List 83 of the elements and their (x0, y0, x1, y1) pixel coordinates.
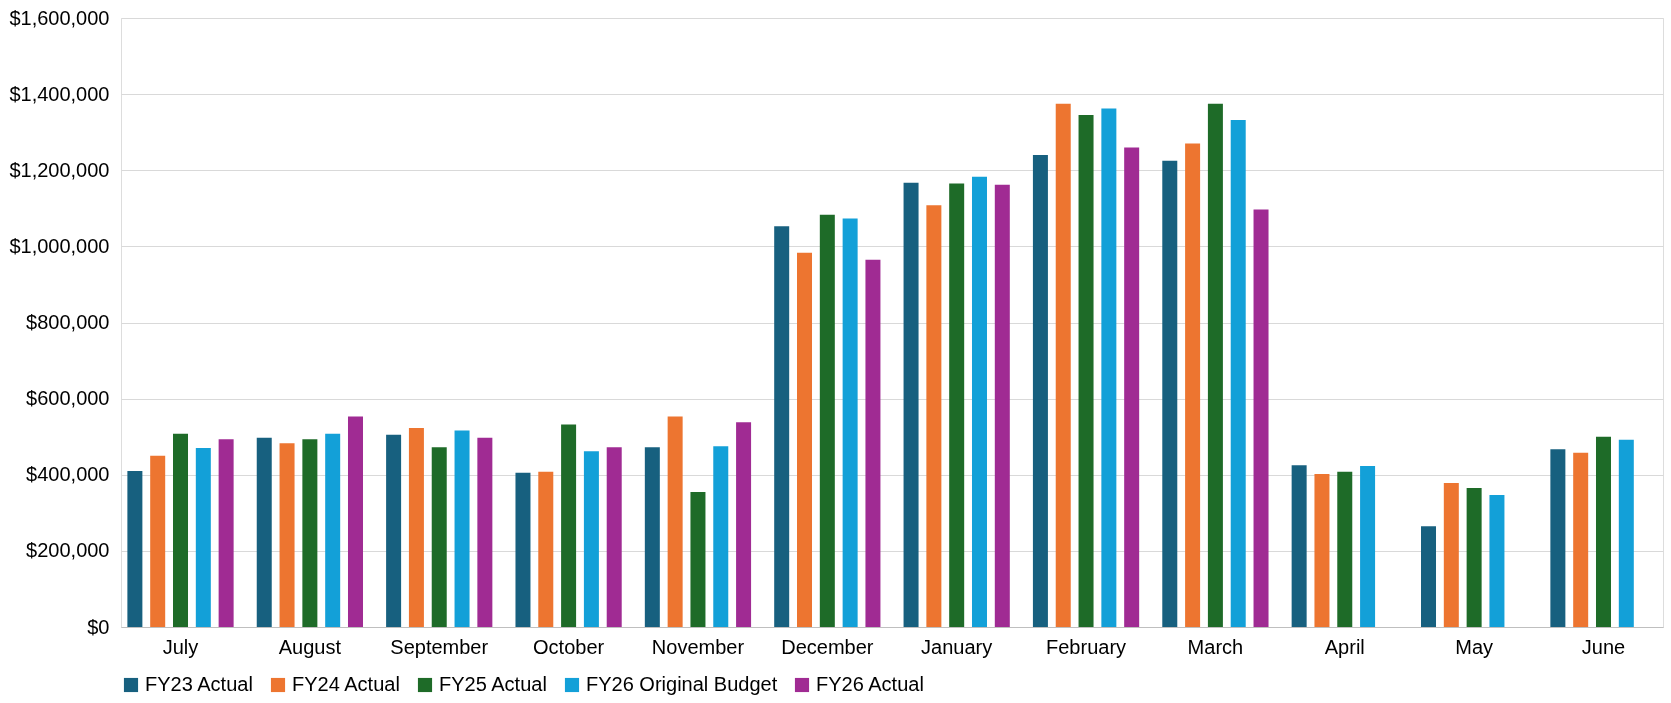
bar (606, 447, 622, 627)
bar (1573, 452, 1589, 627)
bar (667, 416, 683, 627)
bar (926, 205, 942, 627)
bar (477, 437, 493, 627)
bar (797, 252, 813, 627)
bar (1207, 103, 1223, 627)
bar (347, 416, 363, 627)
legend-label: FY26 Original Budget (586, 673, 778, 695)
bar (561, 424, 577, 627)
bar (386, 434, 402, 627)
bar (819, 214, 835, 627)
bar (1055, 103, 1071, 627)
bar (1162, 160, 1178, 627)
bar (1230, 120, 1246, 627)
bar (431, 447, 447, 627)
bar (842, 218, 858, 627)
y-tick-label: $1,000,000 (9, 234, 110, 257)
bar (325, 433, 341, 627)
bar (127, 470, 143, 627)
y-tick-label: $1,200,000 (9, 158, 110, 181)
bar (903, 182, 919, 627)
y-tick-label: $1,400,000 (9, 82, 110, 105)
bar (1421, 526, 1437, 627)
x-tick-label: January (921, 635, 993, 658)
x-tick-label: October (533, 635, 605, 658)
bar (994, 184, 1010, 627)
x-tick-label: November (651, 635, 745, 658)
y-tick-label: $200,000 (26, 539, 110, 562)
bar (279, 443, 295, 627)
y-tick-label: $400,000 (26, 463, 110, 486)
bar (971, 176, 987, 627)
y-tick-label: $600,000 (26, 387, 110, 410)
y-tick-label: $1,600,000 (9, 6, 110, 29)
bar (1314, 473, 1330, 627)
x-tick-label: April (1324, 635, 1365, 658)
y-tick-label: $800,000 (26, 311, 110, 333)
legend-label: FY24 Actual (292, 673, 400, 695)
bar (583, 451, 599, 627)
bar (195, 448, 211, 627)
bar (1124, 147, 1140, 627)
bar (256, 437, 272, 627)
x-tick-label: May (1455, 635, 1494, 658)
bar (644, 447, 660, 627)
x-tick-label: July (162, 635, 199, 658)
bar (408, 427, 424, 627)
bar (774, 226, 790, 627)
bar (1291, 465, 1307, 627)
bar (1253, 209, 1269, 627)
x-tick-label: February (1046, 635, 1127, 658)
bar (1550, 449, 1566, 627)
bar (713, 446, 729, 627)
bar (1337, 471, 1353, 627)
bar (949, 183, 965, 627)
bar (1466, 488, 1482, 627)
bar (218, 439, 234, 627)
y-tick-label: $0 (87, 615, 110, 638)
bar (515, 472, 531, 627)
bar (1078, 115, 1094, 627)
bar (150, 455, 166, 627)
bar (1618, 439, 1634, 627)
x-tick-label: June (1581, 635, 1626, 658)
bar (454, 430, 470, 627)
bar (1595, 436, 1611, 627)
bar (302, 439, 318, 627)
bar (1101, 108, 1117, 627)
bar (1185, 143, 1201, 627)
bar (865, 259, 881, 627)
bar (1032, 155, 1048, 627)
legend-label: FY25 Actual (439, 673, 547, 695)
x-tick-label: August (278, 635, 342, 658)
bar (1360, 466, 1376, 627)
x-tick-label: March (1187, 635, 1244, 658)
bar (736, 422, 752, 627)
x-tick-label: September (390, 635, 489, 658)
x-tick-label: December (781, 635, 874, 658)
legend-label: FY26 Actual (816, 673, 924, 695)
bar (538, 471, 554, 627)
bar (1443, 483, 1459, 627)
bar (1489, 494, 1505, 627)
bar (690, 491, 706, 627)
bar (173, 433, 189, 627)
legend-label: FY23 Actual (145, 673, 253, 695)
